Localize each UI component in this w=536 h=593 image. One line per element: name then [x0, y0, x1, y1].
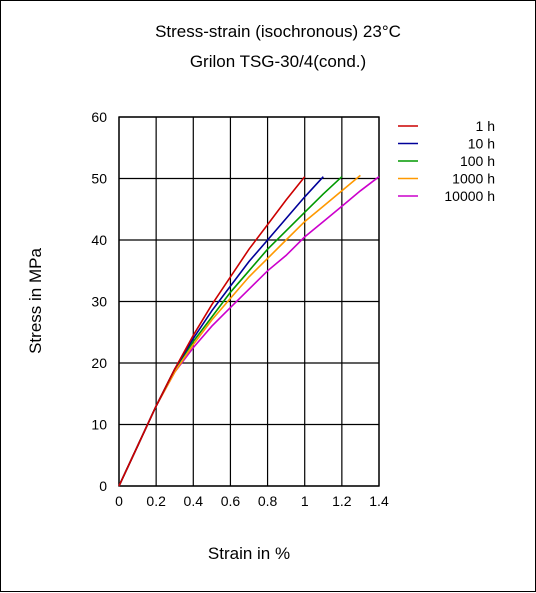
y-tick-label: 40	[91, 232, 107, 248]
x-tick-labels: 0 0.2 0.4 0.6 0.8 1 1.2 1.4	[115, 493, 389, 509]
x-tick-label: 0.6	[221, 493, 241, 509]
x-tick-label: 0.2	[146, 493, 166, 509]
y-tick-label: 0	[99, 478, 107, 494]
x-tick-label: 1.2	[332, 493, 352, 509]
y-tick-label: 60	[91, 109, 107, 125]
y-axis-label: Stress in MPa	[26, 248, 45, 354]
legend-label: 100 h	[460, 153, 495, 169]
x-tick-label: 0	[115, 493, 123, 509]
y-tick-label: 30	[91, 294, 107, 310]
y-tick-labels: 0 10 20 30 40 50 60	[91, 109, 107, 494]
series-lines	[118, 174, 380, 487]
legend-label: 10 h	[468, 136, 495, 152]
x-tick-label: 1	[301, 493, 309, 509]
y-tick-label: 10	[91, 417, 107, 433]
series-line-1h	[118, 176, 306, 487]
series-line-1000h	[118, 174, 361, 487]
x-axis-label: Strain in %	[208, 544, 290, 563]
y-tick-label: 50	[91, 171, 107, 187]
plot-area-border	[118, 116, 380, 487]
chart-subtitle: Grilon TSG-30/4(cond.)	[190, 52, 366, 71]
y-tick-label: 20	[91, 355, 107, 371]
grid	[118, 116, 380, 487]
legend-label: 1000 h	[452, 171, 495, 187]
legend-label: 1 h	[476, 118, 495, 134]
legend-label: 10000 h	[444, 188, 495, 204]
chart-title: Stress-strain (isochronous) 23°C	[155, 22, 401, 41]
series-line-10000h	[118, 176, 380, 487]
series-line-10h	[118, 176, 324, 487]
x-tick-label: 0.4	[184, 493, 204, 509]
x-tick-label: 0.8	[258, 493, 278, 509]
x-tick-label: 1.4	[369, 493, 389, 509]
